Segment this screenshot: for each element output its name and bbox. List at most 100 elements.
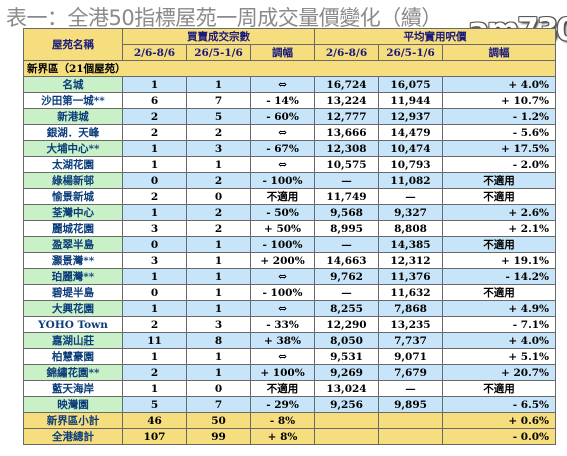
- estate-name-cell: 太湖花園: [23, 156, 123, 173]
- price-previous-cell: 9,895: [378, 396, 444, 413]
- price-change-cell: + 0.6%: [442, 412, 557, 429]
- volume-change-cell: ⇔: [249, 156, 316, 173]
- price-change-cell: 不適用: [442, 172, 557, 189]
- volume-previous-cell: 1: [186, 284, 251, 301]
- volume-previous-cell: 2: [186, 172, 251, 189]
- table-row: 麗城花園 3 2 + 50% 8,995 8,808 + 2.1%: [23, 220, 557, 237]
- estate-name-cell: 麗城花園: [23, 220, 123, 237]
- price-current-cell: 12,308: [314, 140, 380, 157]
- estate-name-cell: 錦繡花園**: [23, 364, 123, 381]
- price-current-cell: [314, 428, 380, 445]
- estate-name-cell: 新港城: [23, 108, 123, 125]
- price-current-cell: 12,777: [314, 108, 380, 125]
- table-row: 大埔中心** 1 3- 67% 12,308 10,474 + 17.5%: [23, 140, 557, 157]
- estate-name-cell: 嘉湖山莊: [23, 332, 123, 349]
- price-previous-cell: 10,793: [378, 156, 444, 173]
- volume-previous-cell: 1: [186, 76, 251, 93]
- price-change-cell: 不適用: [442, 188, 557, 205]
- volume-change-cell: + 50%: [249, 220, 316, 237]
- price-current-cell: 10,575: [314, 156, 380, 173]
- volume-current-cell: 3: [122, 252, 187, 269]
- price-current-cell: 13,224: [314, 92, 380, 109]
- volume-change-cell: ⇔: [249, 300, 316, 317]
- volume-previous-cell: 2: [186, 220, 251, 237]
- price-previous-cell: 13,235: [378, 316, 444, 333]
- volume-previous-cell: 5: [186, 108, 251, 125]
- volume-change-cell: - 14%: [249, 92, 316, 109]
- table-row: 新港城 2 5- 60% 12,777 12,937- 1.2%: [23, 108, 557, 125]
- table-row: 大興花園 1 1 ⇔ 8,255 7,868 + 4.9%: [23, 300, 557, 317]
- table-row: 錦繡花園** 2 1 + 100% 9,269 7,679 + 20.7%: [23, 364, 557, 381]
- price-change-cell: + 20.7%: [442, 364, 557, 381]
- price-change-cell: - 6.5%: [442, 396, 557, 413]
- volume-current-cell: 1: [122, 348, 187, 365]
- table-row: 柏慧豪園 1 1 ⇔ 9,531 9,071 + 5.1%: [23, 348, 557, 365]
- estate-name-cell: 映灣園: [23, 396, 123, 413]
- estate-name-cell: 盈翠半島: [23, 236, 123, 253]
- volume-change-cell: ⇔: [249, 268, 316, 285]
- price-previous-cell: 10,474: [378, 140, 444, 157]
- price-current-cell: [314, 412, 380, 429]
- table-row: 銀湖．天峰 2 2 ⇔ 13,666 14,479- 5.6%: [23, 124, 557, 141]
- volume-current-cell: 2: [122, 316, 187, 333]
- header-price-group: 平均實用呎價: [314, 28, 557, 45]
- header-price-change: 調幅: [442, 44, 557, 61]
- volume-previous-cell: 3: [186, 316, 251, 333]
- price-previous-cell: [378, 428, 444, 445]
- volume-current-cell: 1: [122, 380, 187, 397]
- price-previous-cell: 12,937: [378, 108, 444, 125]
- volume-current-cell: 0: [122, 172, 187, 189]
- estate-name-cell: 綠楊新邨: [23, 172, 123, 189]
- price-previous-cell: 11,376: [378, 268, 444, 285]
- price-change-cell: + 10.7%: [442, 92, 557, 109]
- volume-previous-cell: 1: [186, 156, 251, 173]
- price-current-cell: 12,290: [314, 316, 380, 333]
- table-row: 愉景新城 2 0 不適用 11,749— 不適用: [23, 188, 557, 205]
- estate-name-cell: 大興花園: [23, 300, 123, 317]
- volume-previous-cell: 1: [186, 236, 251, 253]
- price-previous-cell: 14,385: [378, 236, 444, 253]
- estate-name-cell: 碧堤半島: [23, 284, 123, 301]
- header-volume-2-8-6: 2/6-8/6: [122, 44, 187, 61]
- table-row: 荃灣中心 1 2- 50% 9,568 9,327 + 2.6%: [23, 204, 557, 221]
- estate-name-cell: 荃灣中心: [23, 204, 123, 221]
- header-volume-group: 買賣成交宗數: [121, 28, 316, 45]
- price-current-cell: 8,995: [314, 220, 380, 237]
- price-change-cell: + 19.1%: [442, 252, 557, 269]
- price-current-cell: 9,531: [314, 348, 380, 365]
- price-current-cell: 9,256: [314, 396, 380, 413]
- price-change-cell: + 4.9%: [442, 300, 557, 317]
- volume-change-cell: - 100%: [249, 172, 316, 189]
- volume-current-cell: 0: [122, 284, 187, 301]
- price-previous-cell: 7,737: [378, 332, 444, 349]
- price-previous-cell: [378, 412, 444, 429]
- price-change-cell: - 2.0%: [442, 156, 557, 173]
- volume-change-cell: 不適用: [249, 380, 316, 397]
- volume-change-cell: - 60%: [249, 108, 316, 125]
- price-change-cell: + 2.6%: [442, 204, 557, 221]
- price-current-cell: 13,666: [314, 124, 380, 141]
- estate-name-cell: 名城: [23, 76, 123, 93]
- total-row: 全港總計 107 99 + 8% - 0.0%: [23, 428, 557, 445]
- volume-current-cell: 1: [122, 204, 187, 221]
- price-current-cell: —: [314, 172, 380, 189]
- table-row: 映灣園 5 7- 29% 9,256 9,895- 6.5%: [23, 396, 557, 413]
- price-previous-cell: 8,808: [378, 220, 444, 237]
- volume-previous-cell: 2: [186, 204, 251, 221]
- page-title: 表一：全港50指標屋苑一周成交量價變化（續）: [6, 6, 442, 30]
- price-previous-cell: 9,071: [378, 348, 444, 365]
- volume-current-cell: 2: [122, 124, 187, 141]
- volume-previous-cell: 1: [186, 348, 251, 365]
- price-current-cell: —: [314, 284, 380, 301]
- volume-change-cell: ⇔: [249, 76, 316, 93]
- price-previous-cell: 14,479: [378, 124, 444, 141]
- volume-previous-cell: 1: [186, 364, 251, 381]
- volume-change-cell: ⇔: [249, 124, 316, 141]
- volume-previous-cell: 8: [186, 332, 251, 349]
- total-row: 新界區小計 46 50- 8% + 0.6%: [23, 412, 557, 429]
- volume-change-cell: - 33%: [249, 316, 316, 333]
- price-previous-cell: 7,679: [378, 364, 444, 381]
- price-change-cell: 不適用: [442, 380, 557, 397]
- volume-previous-cell: 1: [186, 268, 251, 285]
- table-row: 灝景灣** 3 1 + 200% 14,663 12,312 + 19.1%: [23, 252, 557, 269]
